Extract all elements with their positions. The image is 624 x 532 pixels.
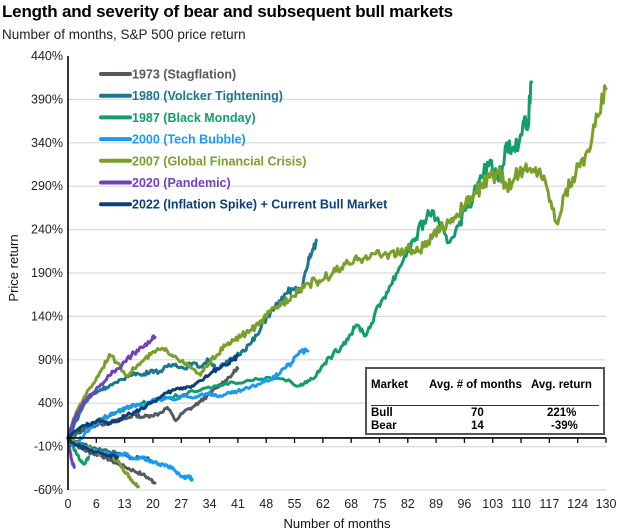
- legend-label: 2007 (Global Financial Crisis): [132, 154, 306, 168]
- legend-item: 2022 (Inflation Spike) + Current Bull Ma…: [99, 198, 388, 212]
- header-avg-return: Avg. return: [531, 379, 592, 391]
- x-tick-label: 117: [539, 497, 559, 511]
- x-axis-label: Number of months: [284, 516, 391, 531]
- y-tick-label: 40%: [38, 396, 63, 410]
- x-tick-label: 13: [118, 497, 132, 511]
- chart-title: Length and severity of bear and subseque…: [2, 2, 453, 21]
- cell-return: 221%: [547, 407, 577, 419]
- legend-label: 2000 (Tech Bubble): [132, 133, 246, 147]
- legend-item: 2007 (Global Financial Crisis): [99, 154, 306, 168]
- y-axis-ticks: 440% 390% 340% 290% 240% 190% 140% 90% 40% -10% -6…: [31, 49, 63, 497]
- cell-market: Bull: [371, 407, 393, 419]
- legend: 1973 (Stagflation) 1980 (Volcker Tighteni…: [99, 68, 388, 212]
- cell-market: Bear: [371, 420, 397, 432]
- y-tick-label: 140%: [31, 309, 63, 323]
- header-avg-months: Avg. # of months: [429, 379, 522, 391]
- series-line-bull: [66, 366, 240, 440]
- x-tick-label: 130: [596, 497, 617, 511]
- y-tick-label: 440%: [31, 49, 63, 63]
- series-line-bear: [66, 436, 120, 460]
- x-tick-label: 75: [373, 497, 387, 511]
- y-tick-label: -10%: [34, 440, 63, 454]
- series-line-bear: [66, 436, 157, 485]
- cell-return: -39%: [551, 420, 578, 432]
- series-line-bear: [66, 436, 76, 469]
- x-tick-label: 110: [511, 497, 531, 511]
- legend-item: 2020 (Pandemic): [99, 176, 231, 190]
- legend-label: 1973 (Stagflation): [132, 68, 236, 82]
- y-tick-label: 240%: [31, 223, 63, 237]
- y-tick-label: 290%: [31, 179, 63, 193]
- table-row-bull: Bull 70 221%: [371, 407, 599, 421]
- x-tick-label: 48: [259, 497, 273, 511]
- x-tick-label: 55: [288, 497, 302, 511]
- x-tick-label: 0: [65, 497, 72, 511]
- cell-months: 70: [471, 407, 484, 419]
- series-line-bear: [66, 436, 91, 466]
- series-line-bull: [66, 84, 608, 440]
- x-tick-label: 6: [93, 497, 100, 511]
- legend-label: 1987 (Black Monday): [132, 111, 256, 125]
- axes: [67, 56, 607, 490]
- x-tick-label: 96: [457, 497, 471, 511]
- header-market: Market: [371, 379, 409, 391]
- cell-months: 14: [471, 420, 484, 432]
- summary-table-header: Market Avg. # of months Avg. return: [371, 379, 599, 406]
- legend-item: 1973 (Stagflation): [99, 68, 236, 82]
- x-tick-label: 41: [231, 497, 245, 511]
- legend-label: 1980 (Volcker Tightening): [132, 89, 283, 103]
- x-tick-label: 62: [316, 497, 330, 511]
- legend-label: 2022 (Inflation Spike) + Current Bull Ma…: [132, 198, 388, 212]
- legend-item: 1980 (Volcker Tightening): [99, 89, 283, 103]
- series-line-bull: [66, 238, 318, 440]
- x-tick-label: 89: [429, 497, 443, 511]
- y-tick-label: 390%: [31, 92, 63, 106]
- table-row-bear: Bear 14 -39%: [371, 420, 599, 434]
- chart-subtitle: Number of months, S&P 500 price return: [2, 27, 246, 42]
- series-line-bull: [66, 334, 157, 440]
- x-tick-label: 27: [174, 497, 188, 511]
- series-line-bull: [66, 354, 240, 440]
- x-tick-label: 82: [401, 497, 415, 511]
- summary-table: Market Avg. # of months Avg. return Bull…: [365, 367, 605, 435]
- legend-label: 2020 (Pandemic): [132, 176, 231, 190]
- y-tick-label: -60%: [34, 483, 63, 497]
- y-tick-label: 90%: [38, 353, 63, 367]
- x-axis-ticks: 0 6 13 20 27 34 41 48 55 62 68 75 82 89 96 103 110 117 124…: [65, 497, 617, 511]
- x-tick-label: 124: [567, 497, 588, 511]
- y-tick-label: 340%: [31, 136, 63, 150]
- series-lines: [66, 80, 608, 489]
- x-tick-label: 68: [344, 497, 358, 511]
- y-axis-label: Price return: [6, 234, 21, 301]
- series-line-bull: [66, 347, 310, 447]
- x-tick-label: 34: [203, 497, 217, 511]
- x-tick-label: 20: [146, 497, 160, 511]
- y-tick-label: 190%: [31, 266, 63, 280]
- legend-item: 2000 (Tech Bubble): [99, 133, 246, 147]
- legend-item: 1987 (Black Monday): [99, 111, 256, 125]
- x-tick-label: 103: [482, 497, 503, 511]
